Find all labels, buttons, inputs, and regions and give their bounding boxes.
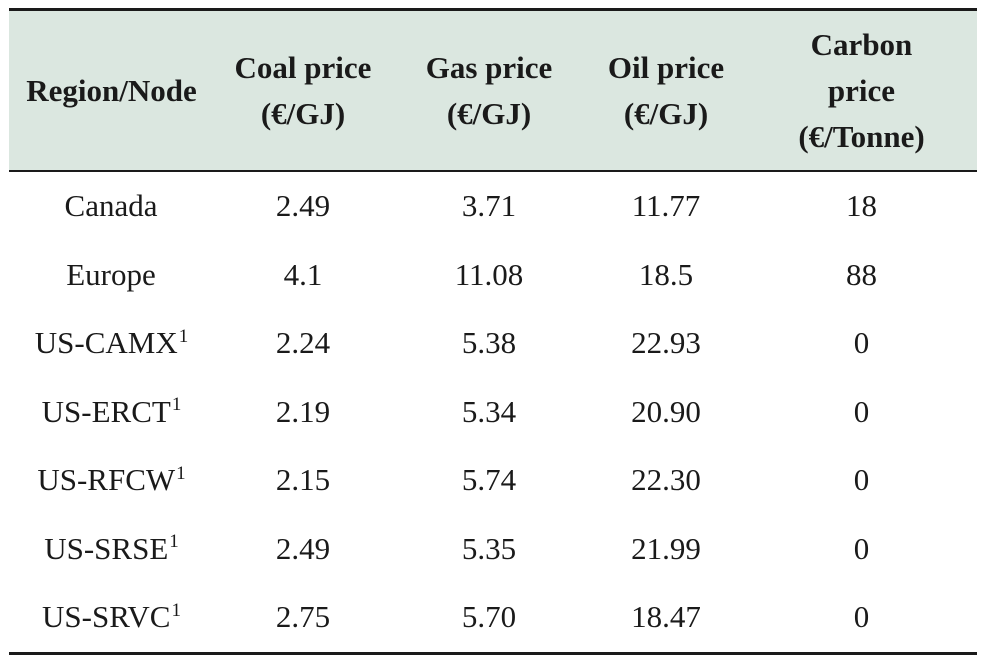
table-row: Canada 2.49 3.71 11.77 18: [9, 171, 977, 241]
table-row: Europe 4.1 11.08 18.5 88: [9, 241, 977, 310]
cell-oil-price: 18.5: [638, 256, 694, 292]
cell-carbon-price: 0: [746, 583, 977, 655]
cell-coal-price: 2.24: [275, 325, 331, 361]
cell-gas-price: 11.08: [454, 256, 524, 292]
table-row: US-CAMX1 2.24 5.38 22.93 0: [9, 309, 977, 378]
table-row: US-RFCW1 2.15 5.74 22.30 0: [9, 446, 977, 515]
cell-coal-price: 2.19: [275, 393, 331, 429]
cell-carbon-price: 0: [853, 462, 870, 498]
region-name: US-RFCW: [37, 462, 176, 498]
table-body: Canada 2.49 3.71 11.77 18 Europe 4.1 11.…: [9, 171, 977, 655]
header-coal-line-1: Coal price: [234, 49, 372, 85]
header-carbon-line-3: (€/Tonne): [798, 118, 925, 154]
cell-gas-price: 5.38: [461, 325, 517, 361]
price-table: Region/Node Coal price (€/GJ) Gas price …: [9, 8, 977, 655]
table-header: Region/Node Coal price (€/GJ) Gas price …: [9, 8, 977, 172]
cell-gas-price: 3.71: [461, 188, 517, 224]
cell-coal-price: 2.75: [214, 583, 392, 655]
cell-region: US-CAMX1: [9, 309, 214, 378]
table-row: US-SRVC1 2.75 5.70 18.47 0: [9, 583, 977, 655]
cell-carbon-price: 0: [853, 393, 870, 429]
cell-region: US-RFCW1: [9, 446, 214, 515]
cell-region: Canada: [9, 171, 214, 241]
cell-carbon-price: 0: [853, 530, 870, 566]
price-table-container: Region/Node Coal price (€/GJ) Gas price …: [9, 8, 977, 655]
cell-oil-price: 11.77: [631, 188, 701, 224]
header-carbon-line-2: price: [827, 72, 896, 108]
cell-oil-price: 18.47: [586, 583, 746, 655]
header-oil-line-2: (€/GJ): [623, 95, 709, 131]
header-coal-price: Coal price (€/GJ): [214, 8, 392, 172]
header-gas-price: Gas price (€/GJ): [392, 8, 586, 172]
footnote-marker: 1: [171, 599, 181, 621]
header-gas-line-2: (€/GJ): [446, 95, 532, 131]
cell-oil-price: 21.99: [631, 530, 701, 566]
footnote-marker: 1: [178, 325, 189, 347]
cell-gas-price: 5.35: [461, 530, 517, 566]
header-gas-line-1: Gas price: [425, 49, 553, 85]
header-region-line: Region/Node: [26, 72, 197, 108]
cell-oil-price: 22.30: [631, 462, 701, 498]
header-carbon-line-1: Carbon: [810, 26, 913, 62]
table-row: US-SRSE1 2.49 5.35 21.99 0: [9, 515, 977, 584]
cell-carbon-price: 0: [853, 325, 870, 361]
region-name: US-ERCT: [41, 393, 171, 429]
region-name: US-CAMX: [34, 325, 178, 361]
cell-region: Europe: [9, 241, 214, 310]
footnote-marker: 1: [176, 462, 186, 484]
header-oil-line-1: Oil price: [607, 49, 725, 85]
cell-coal-price: 2.15: [275, 462, 331, 498]
header-carbon-price: Carbon price (€/Tonne): [746, 8, 977, 172]
footnote-marker: 1: [169, 531, 179, 553]
cell-region: US-ERCT1: [9, 378, 214, 447]
region-name: US-SRSE: [44, 530, 169, 566]
cell-region: US-SRVC1: [9, 583, 214, 655]
cell-gas-price: 5.74: [461, 462, 517, 498]
cell-gas-price: 5.34: [461, 393, 517, 429]
cell-coal-price: 4.1: [283, 256, 323, 292]
cell-oil-price: 22.93: [631, 325, 701, 361]
cell-coal-price: 2.49: [275, 530, 331, 566]
cell-carbon-price: 18: [846, 188, 877, 224]
header-oil-price: Oil price (€/GJ): [586, 8, 746, 172]
footnote-marker: 1: [171, 394, 182, 416]
cell-region: US-SRSE1: [9, 515, 214, 584]
cell-gas-price: 5.70: [392, 583, 586, 655]
cell-oil-price: 20.90: [631, 393, 701, 429]
header-region: Region/Node: [9, 8, 214, 172]
region-name: US-SRVC: [42, 599, 171, 635]
table-row: US-ERCT1 2.19 5.34 20.90 0: [9, 378, 977, 447]
region-name: Europe: [66, 256, 156, 292]
cell-carbon-price: 88: [846, 256, 877, 292]
header-coal-line-2: (€/GJ): [260, 95, 346, 131]
cell-coal-price: 2.49: [275, 188, 331, 224]
header-row: Region/Node Coal price (€/GJ) Gas price …: [9, 8, 977, 172]
region-name: Canada: [64, 188, 158, 224]
